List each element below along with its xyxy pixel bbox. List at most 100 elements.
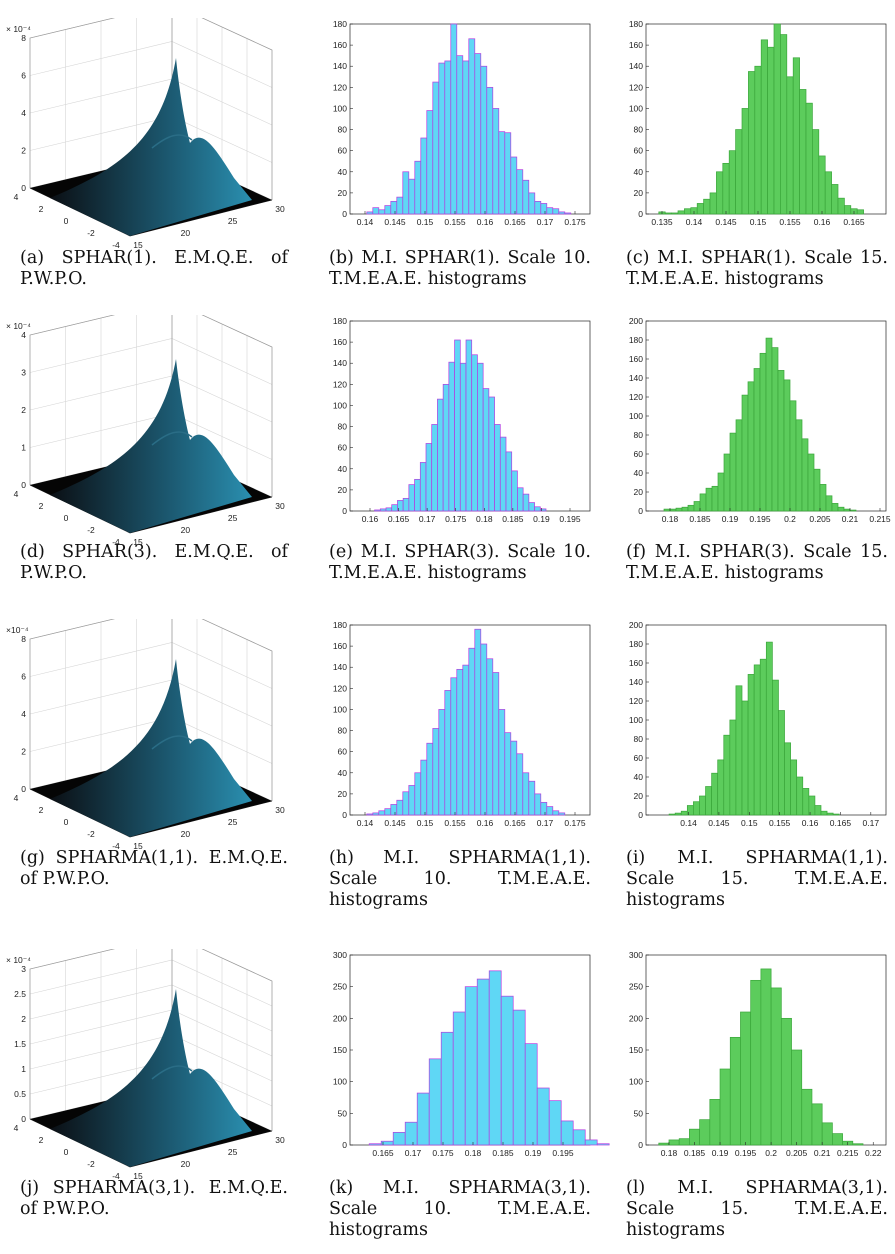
histogram-bar bbox=[528, 192, 536, 215]
histogram-bar bbox=[729, 719, 737, 816]
y-tick-label: 120 bbox=[333, 82, 347, 92]
x-tick-label: 0.19 bbox=[722, 514, 739, 524]
histogram-bar bbox=[459, 362, 467, 512]
y-tick-label: 40 bbox=[338, 768, 348, 778]
histogram-bar bbox=[498, 709, 506, 816]
histogram-bar bbox=[753, 664, 761, 816]
caption-j: (j) SPHARMA(3,1). E.M.Q.E. of P.W.P.O. bbox=[20, 1178, 288, 1219]
histogram-bar bbox=[709, 1099, 721, 1146]
subfigure-k: 0 50 100 150 200 250 300 0.165 0.17 0.175 0.18 0.18… bbox=[322, 949, 612, 1179]
histogram-bar bbox=[534, 200, 542, 215]
histogram-bar bbox=[474, 53, 482, 215]
histogram-bar bbox=[820, 810, 828, 816]
caption-d: (d) SPHAR(3). E.M.Q.E. of P.W.P.O. bbox=[20, 542, 288, 583]
z-tick-label: 2.5 bbox=[14, 989, 26, 999]
y-tick-label: 300 bbox=[629, 950, 643, 960]
histogram-bar bbox=[747, 674, 755, 816]
x-tick-label: 0.16 bbox=[477, 217, 494, 227]
histogram-bar bbox=[792, 57, 800, 215]
y-tick-label: 300 bbox=[333, 950, 347, 960]
histogram-bar bbox=[437, 398, 444, 512]
y-tick-label: 160 bbox=[333, 641, 347, 651]
histogram-bar bbox=[696, 203, 704, 215]
histogram-bar bbox=[374, 509, 381, 512]
histogram-plot: 0 20 40 60 80 100 120 140 160 180 0.14 0.145 0.15 0.1… bbox=[333, 620, 591, 828]
histogram-bar bbox=[837, 197, 845, 215]
histogram-bar bbox=[671, 212, 679, 215]
z-tick-label: 3 bbox=[21, 964, 26, 974]
x-tick-label: 0.16 bbox=[802, 818, 819, 828]
histogram-bar bbox=[703, 198, 711, 215]
histogram-bar bbox=[808, 795, 816, 816]
histogram-bar bbox=[843, 508, 851, 512]
y-tick-label: -4 bbox=[112, 240, 120, 248]
x-tick-label: 0.165 bbox=[843, 217, 865, 227]
y-tick-label: 80 bbox=[338, 726, 348, 736]
surface-ridge bbox=[151, 1065, 193, 1080]
z-tick-label: 1 bbox=[21, 443, 26, 453]
z-tick-label: 6 bbox=[21, 672, 26, 682]
histogram-bar bbox=[379, 508, 387, 512]
x-tick-label: 0.175 bbox=[445, 514, 467, 524]
y-tick-label: -4 bbox=[112, 841, 120, 849]
y-tick-label: 4 bbox=[14, 793, 19, 803]
histogram-bar bbox=[548, 1100, 562, 1146]
histogram-bar bbox=[540, 203, 548, 215]
caption-g: (g) SPHARMA(1,1). E.M.Q.E. of P.W.P.O. bbox=[20, 848, 288, 889]
histogram-bar bbox=[468, 647, 476, 816]
subfigure-c: 0 20 40 60 80 100 120 140 160 180 0.135 0.14 0.145 0.… bbox=[618, 18, 895, 248]
y-tick-label: -2 bbox=[87, 228, 95, 238]
histogram-bar bbox=[856, 209, 864, 215]
y-tick-label: 60 bbox=[634, 146, 644, 156]
histogram-bar bbox=[426, 110, 434, 215]
caption-c: (c) M.I. SPHAR(1). Scale 15. T.M.E.A.E. … bbox=[626, 248, 888, 289]
y-tick-label: 100 bbox=[629, 1077, 643, 1087]
histogram-bar bbox=[699, 795, 706, 816]
y-tick-label: 180 bbox=[333, 316, 347, 326]
x-tick-label: 0.16 bbox=[477, 818, 494, 828]
histogram-bar bbox=[805, 102, 813, 215]
histogram-bar bbox=[789, 400, 797, 512]
histogram-bar bbox=[674, 812, 682, 816]
histogram-bar bbox=[765, 337, 773, 512]
x-tick-label: 0.175 bbox=[432, 1148, 454, 1158]
x-tick-label: 0.205 bbox=[809, 514, 831, 524]
histogram-bar bbox=[596, 1143, 610, 1146]
histogram-bar bbox=[471, 354, 478, 512]
x-tick-label: 0.185 bbox=[684, 1148, 706, 1158]
histogram-bar bbox=[390, 200, 398, 215]
x-tick-label: 0.21 bbox=[814, 1148, 831, 1158]
y-tick-label: 20 bbox=[634, 791, 644, 801]
subfigure-j: 0 0.5 1 1.5 2 2.5 3 × 10⁻⁴ 4 2 0 -2 -4 15 20 25 30 bbox=[2, 949, 292, 1179]
histogram-bar bbox=[510, 156, 518, 215]
y-tick-label: 160 bbox=[629, 40, 643, 50]
histogram-bar bbox=[796, 776, 804, 816]
histogram-bar bbox=[831, 184, 839, 215]
x-tick-label: 0.19 bbox=[533, 514, 550, 524]
y-tick-label: 140 bbox=[333, 662, 347, 672]
histogram-bar bbox=[425, 443, 433, 512]
histogram-bar bbox=[420, 759, 428, 816]
subfigure-f: 0 20 40 60 80 100 120 140 160 180 200 0.18 0.185 0.19… bbox=[618, 315, 895, 545]
z-tick-label: 8 bbox=[21, 33, 26, 43]
y-tick-label: 80 bbox=[338, 125, 348, 135]
caption-h: (h) M.I. SPHARMA(1,1). Scale 10. T.M.E.A… bbox=[329, 848, 591, 910]
histogram-bar bbox=[492, 108, 500, 215]
z-tick-label: 6 bbox=[21, 71, 26, 81]
y-tick-label: 180 bbox=[629, 335, 643, 345]
histogram-bar bbox=[791, 1049, 803, 1146]
histogram-bar bbox=[723, 453, 731, 512]
x-tick-label: 0.135 bbox=[651, 217, 673, 227]
x-tick-label: 0.185 bbox=[492, 1148, 514, 1158]
y-tick-label: 2 bbox=[39, 805, 44, 815]
histogram-bar bbox=[416, 1092, 430, 1146]
x-tick-label: 0.14 bbox=[357, 818, 374, 828]
y-tick-label: 250 bbox=[333, 982, 347, 992]
histogram-bar bbox=[669, 508, 677, 512]
z-tick-label: 3 bbox=[21, 368, 26, 378]
histogram-bar bbox=[852, 1143, 864, 1146]
y-tick-label: 20 bbox=[338, 789, 348, 799]
histogram-bar bbox=[783, 379, 791, 512]
